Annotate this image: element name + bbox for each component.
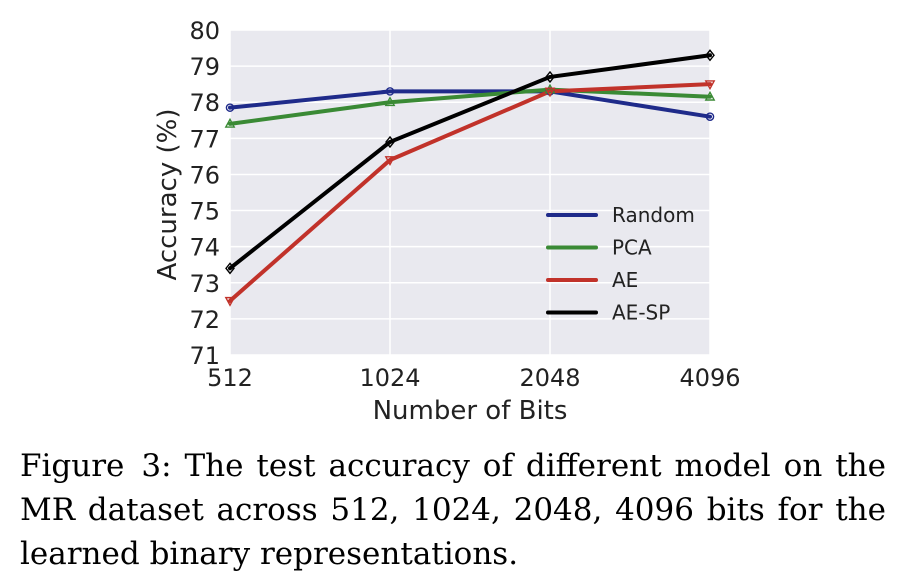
series-lines bbox=[228, 53, 712, 303]
data-point bbox=[545, 70, 555, 84]
data-point bbox=[544, 83, 556, 94]
data-point bbox=[705, 112, 715, 121]
y-tick-label: 77 bbox=[189, 125, 220, 153]
series-line-ae-sp bbox=[228, 53, 712, 271]
y-tick-label: 75 bbox=[189, 198, 220, 226]
y-tick-label: 78 bbox=[189, 89, 220, 117]
legend-label-ae-sp: AE-SP bbox=[612, 301, 670, 325]
series-markers bbox=[224, 49, 716, 307]
data-point bbox=[705, 49, 715, 62]
x-axis-title: Number of Bits bbox=[373, 396, 568, 426]
data-point bbox=[544, 87, 556, 98]
data-point bbox=[704, 90, 716, 101]
data-point bbox=[384, 96, 396, 107]
data-point bbox=[225, 262, 235, 275]
data-point bbox=[224, 117, 236, 128]
y-tick-label: 74 bbox=[189, 234, 220, 262]
y-axis-title: Accuracy (%) bbox=[153, 109, 183, 281]
legend-label-ae: AE bbox=[612, 268, 638, 292]
tick-labels: 71 72 73 74 75 76 77 78 79 80 512 1024 2048 4096 bbox=[189, 17, 740, 392]
figure-caption-text: The test accuracy of different model on … bbox=[20, 448, 886, 572]
data-point bbox=[704, 80, 716, 91]
data-point bbox=[224, 296, 236, 307]
data-point bbox=[385, 135, 395, 149]
series-line-random bbox=[228, 89, 712, 119]
y-tick-label: 79 bbox=[189, 53, 220, 81]
accuracy-line-chart: 71 72 73 74 75 76 77 78 79 80 512 1024 2048 4096 Numb… bbox=[153, 17, 741, 426]
x-tick-label: 2048 bbox=[519, 364, 580, 392]
series-line-ae bbox=[228, 82, 712, 303]
y-tick-label: 76 bbox=[189, 161, 220, 189]
legend-label-random: Random bbox=[612, 203, 695, 227]
legend: Random PCA AE AE-SP bbox=[546, 203, 695, 325]
figure-label: Figure 3: bbox=[20, 448, 172, 484]
data-point bbox=[384, 156, 396, 166]
plot-area bbox=[230, 30, 710, 355]
figure-caption: Figure 3: The test accuracy of different… bbox=[20, 444, 886, 576]
y-tick-label: 72 bbox=[189, 306, 220, 334]
y-tick-label: 73 bbox=[189, 270, 220, 298]
x-tick-label: 512 bbox=[207, 364, 253, 392]
y-tick-label: 71 bbox=[189, 342, 220, 370]
x-tick-label: 1024 bbox=[359, 364, 420, 392]
legend-label-pca: PCA bbox=[612, 236, 652, 260]
x-tick-label: 4096 bbox=[679, 364, 740, 392]
data-point bbox=[385, 87, 395, 96]
y-tick-label: 80 bbox=[189, 17, 220, 45]
series-line-pca bbox=[228, 87, 712, 126]
data-point bbox=[225, 103, 235, 112]
